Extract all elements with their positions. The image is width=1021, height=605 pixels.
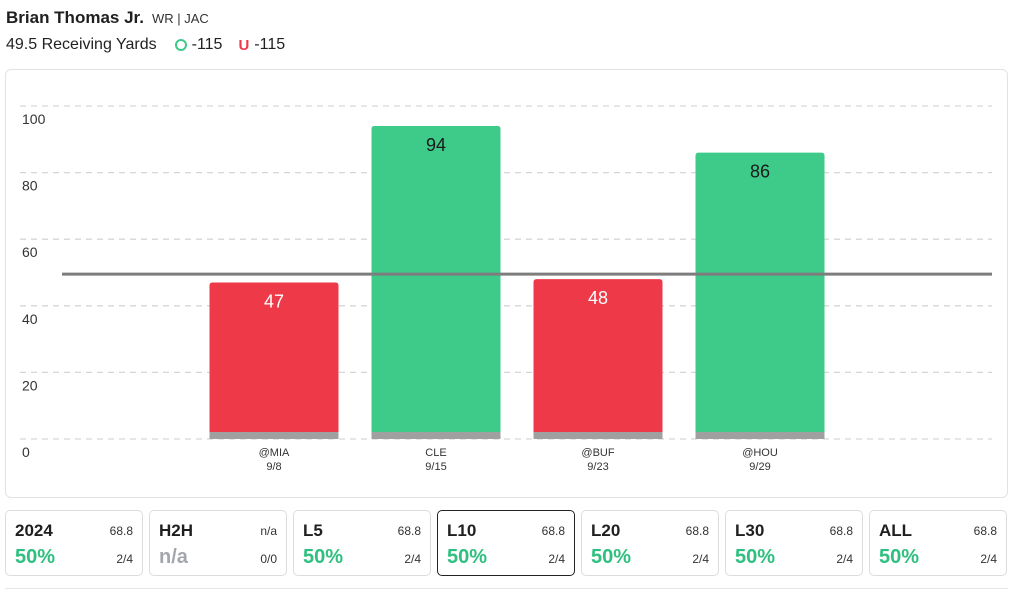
over-circle-icon bbox=[174, 39, 187, 51]
stat-average: n/a bbox=[260, 524, 277, 538]
over-odds[interactable]: -115 bbox=[174, 36, 223, 54]
divider bbox=[5, 588, 1008, 589]
y-tick-label: 100 bbox=[22, 111, 46, 127]
split-stats-row: 2024 68.8 50% 2/4 H2H n/a n/a 0/0 L5 68.8 50% 2/4 L1… bbox=[5, 510, 1008, 576]
prop-label: 49.5 Receiving Yards bbox=[6, 36, 157, 53]
stat-period: L5 bbox=[303, 521, 323, 540]
bar-over[interactable] bbox=[695, 152, 825, 439]
stat-average: 68.8 bbox=[109, 524, 133, 538]
x-tick-date: 9/8 bbox=[266, 461, 281, 473]
stat-hit-rate: 50% bbox=[735, 546, 776, 568]
over-odds-value: -115 bbox=[191, 36, 223, 53]
under-letter-icon: U bbox=[238, 36, 250, 54]
stat-card-l5[interactable]: L5 68.8 50% 2/4 bbox=[293, 510, 431, 576]
stat-card-2024[interactable]: 2024 68.8 50% 2/4 bbox=[5, 510, 143, 576]
player-name: Brian Thomas Jr. bbox=[6, 8, 144, 27]
under-odds-value: -115 bbox=[254, 36, 286, 53]
x-tick-opponent: @BUF bbox=[581, 447, 614, 459]
stat-record: 2/4 bbox=[116, 552, 133, 566]
bar-base bbox=[695, 432, 825, 439]
stat-hit-rate: 50% bbox=[879, 546, 920, 568]
x-tick-date: 9/15 bbox=[425, 461, 446, 473]
stat-record: 2/4 bbox=[548, 552, 565, 566]
stat-record: 2/4 bbox=[836, 552, 853, 566]
stat-card-h2h[interactable]: H2H n/a n/a 0/0 bbox=[149, 510, 287, 576]
bar-under[interactable] bbox=[209, 282, 339, 439]
stat-record: 2/4 bbox=[692, 552, 709, 566]
bar-value-label: 47 bbox=[264, 291, 284, 311]
stat-card-l30[interactable]: L30 68.8 50% 2/4 bbox=[725, 510, 863, 576]
x-tick-opponent: @HOU bbox=[742, 447, 778, 459]
stat-hit-rate: 50% bbox=[15, 546, 56, 568]
stat-period: H2H bbox=[159, 521, 194, 540]
player-position-team: WR | JAC bbox=[151, 11, 209, 26]
prop-header: Brian Thomas Jr. WR | JAC 49.5 Receiving… bbox=[6, 8, 301, 54]
y-tick-label: 60 bbox=[22, 244, 38, 260]
bar-base bbox=[209, 432, 339, 439]
x-tick-opponent: @MIA bbox=[259, 447, 290, 459]
stat-period: L30 bbox=[735, 521, 765, 540]
stat-card-l20[interactable]: L20 68.8 50% 2/4 bbox=[581, 510, 719, 576]
bar-base bbox=[533, 432, 663, 439]
bar-value-label: 48 bbox=[588, 288, 608, 308]
stat-record: 2/4 bbox=[980, 552, 997, 566]
game-log-chart: 0 20 40 60 80 100 47 @MIA 9/8 94 CLE 9/15 48 @BUF 9/23… bbox=[5, 69, 1008, 498]
x-tick-date: 9/29 bbox=[749, 461, 770, 473]
bar-value-label: 86 bbox=[750, 162, 770, 182]
x-tick-opponent: CLE bbox=[425, 447, 446, 459]
y-tick-label: 80 bbox=[22, 178, 38, 194]
stat-average: 68.8 bbox=[685, 524, 709, 538]
stat-card-l10[interactable]: L10 68.8 50% 2/4 bbox=[437, 510, 575, 576]
stat-average: 68.8 bbox=[397, 524, 421, 538]
y-tick-label: 0 bbox=[22, 444, 30, 460]
stat-hit-rate: 50% bbox=[447, 546, 488, 568]
y-tick-label: 40 bbox=[22, 311, 38, 327]
stat-average: 68.8 bbox=[829, 524, 853, 538]
bar-chart-svg: 0 20 40 60 80 100 47 @MIA 9/8 94 CLE 9/15 48 @BUF 9/23… bbox=[20, 105, 992, 473]
stat-average: 68.8 bbox=[541, 524, 565, 538]
prop-line: 49.5 Receiving Yards -115 U -115 bbox=[6, 36, 301, 54]
stat-period: L20 bbox=[591, 521, 621, 540]
y-tick-label: 20 bbox=[22, 377, 38, 393]
player-line: Brian Thomas Jr. WR | JAC bbox=[6, 8, 301, 28]
stat-period: L10 bbox=[447, 521, 477, 540]
stat-period: 2024 bbox=[15, 521, 53, 540]
bar-value-label: 94 bbox=[426, 135, 446, 155]
stat-hit-rate: 50% bbox=[591, 546, 632, 568]
x-tick-date: 9/23 bbox=[587, 461, 608, 473]
stat-hit-rate: 50% bbox=[303, 546, 344, 568]
stat-period: ALL bbox=[879, 521, 913, 540]
stat-hit-rate: n/a bbox=[159, 546, 188, 568]
stat-record: 2/4 bbox=[404, 552, 421, 566]
under-odds[interactable]: U -115 bbox=[238, 36, 285, 54]
stat-record: 0/0 bbox=[260, 552, 277, 566]
stat-average: 68.8 bbox=[973, 524, 997, 538]
bar-base bbox=[371, 432, 501, 439]
bar-over[interactable] bbox=[371, 125, 501, 440]
stat-card-all[interactable]: ALL 68.8 50% 2/4 bbox=[869, 510, 1007, 576]
bar-under[interactable] bbox=[533, 279, 663, 439]
